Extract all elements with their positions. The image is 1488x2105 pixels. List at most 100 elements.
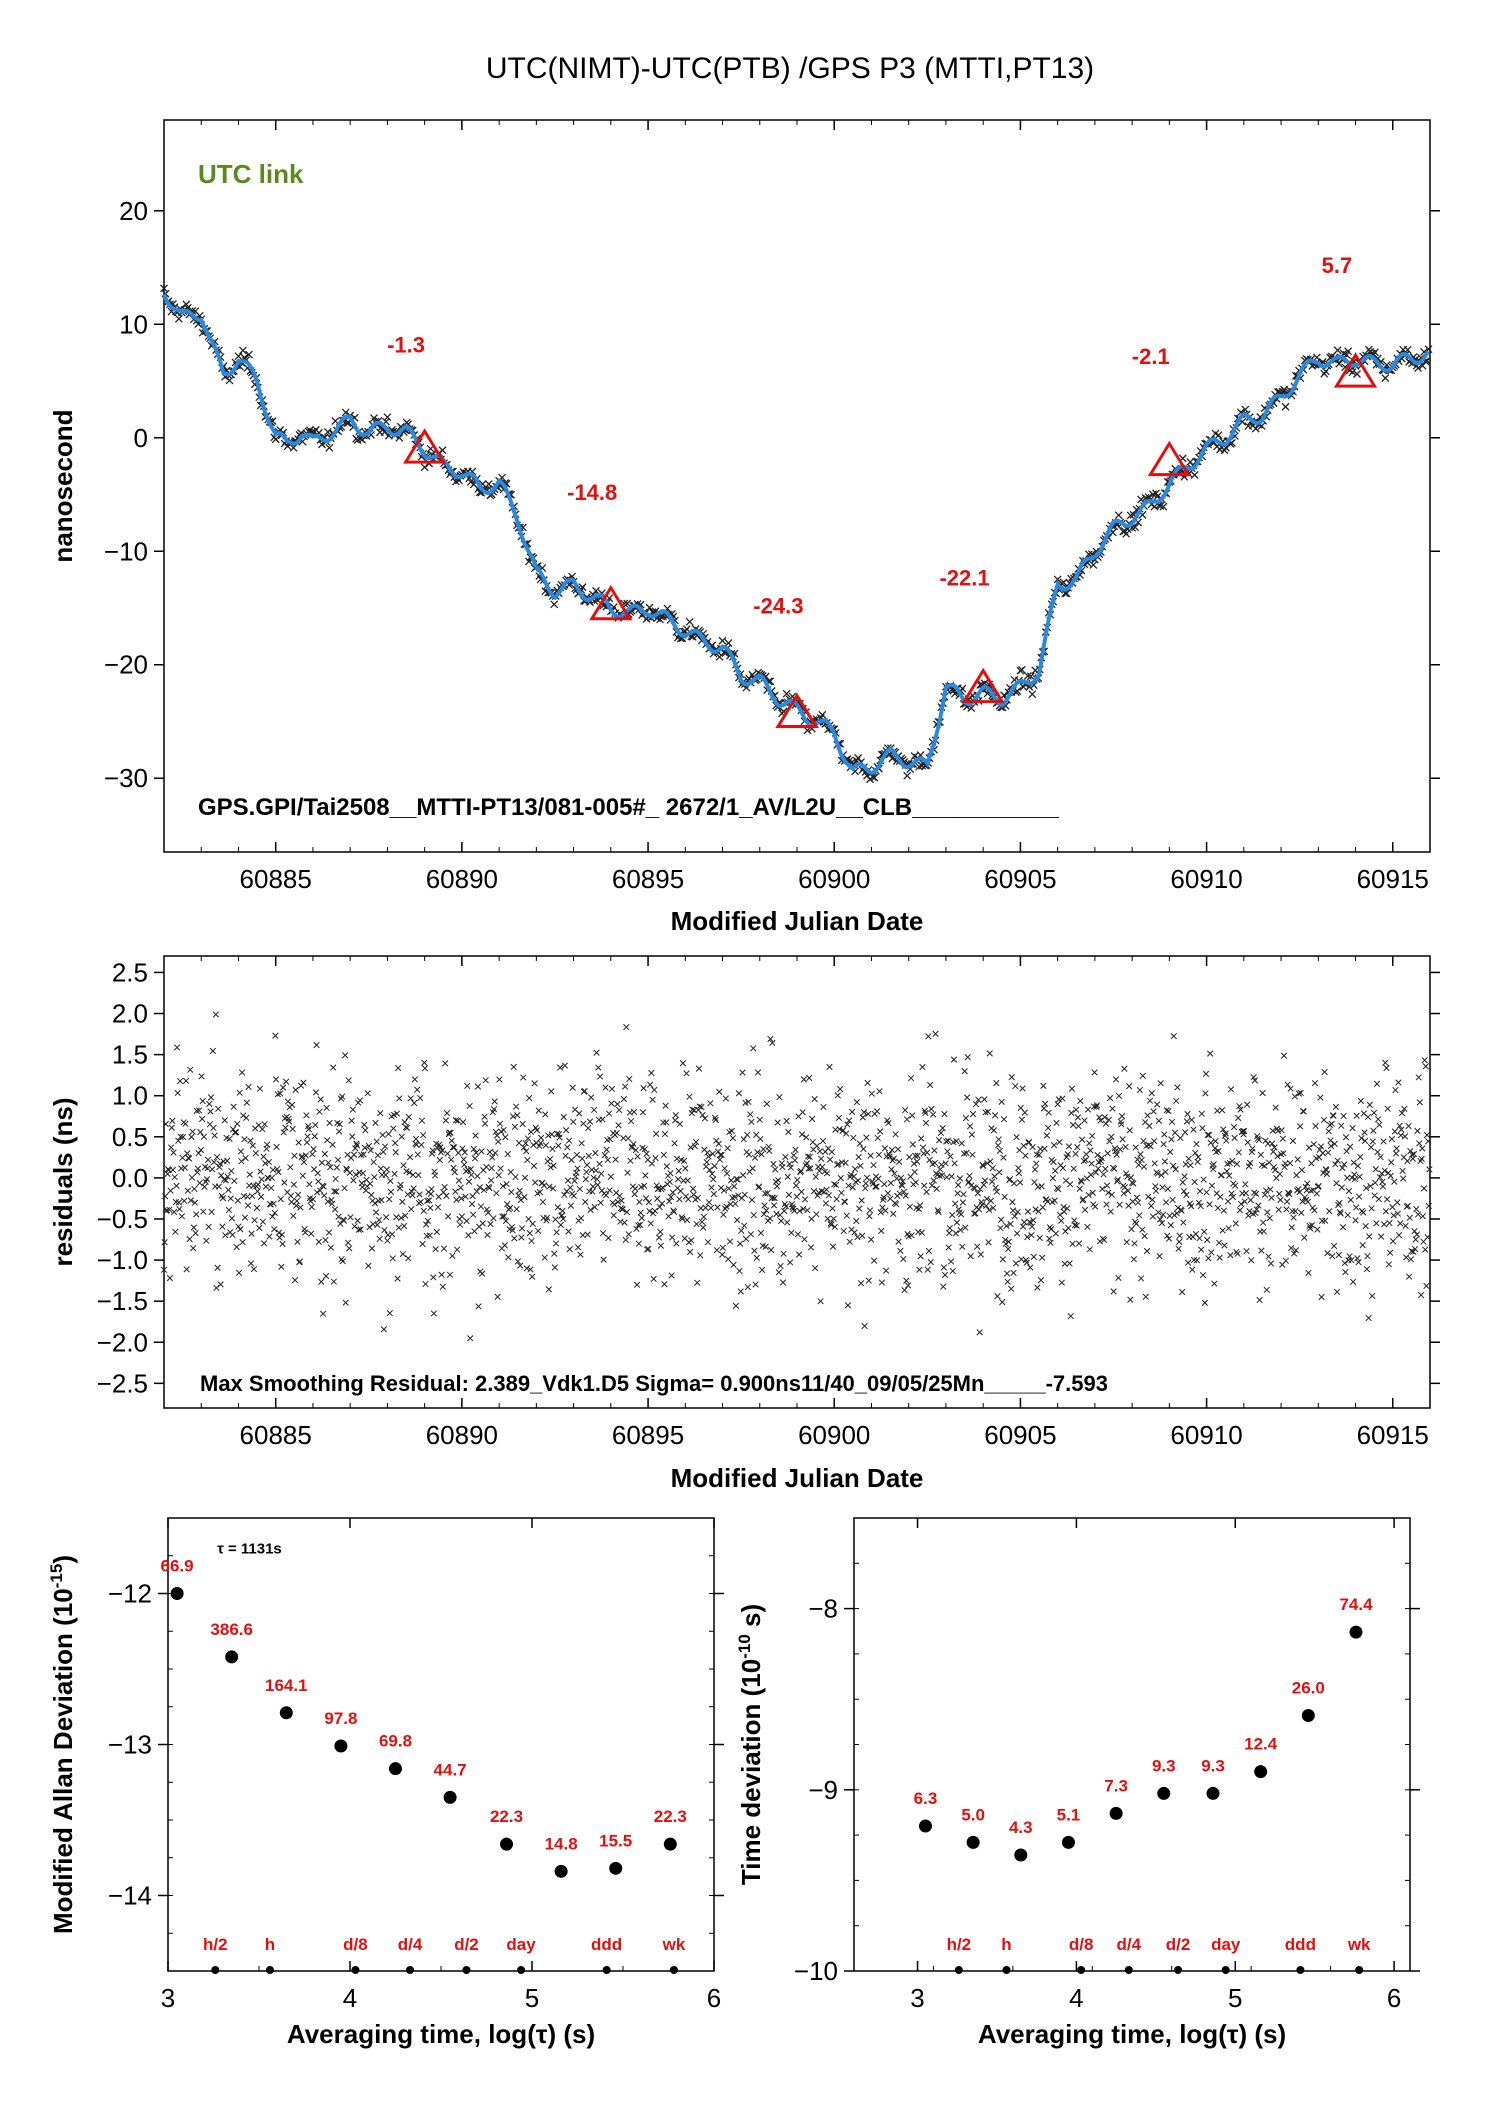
residual-point: [459, 1119, 467, 1126]
residual-point: [1066, 1260, 1073, 1267]
residual-point: [720, 1187, 728, 1194]
residual-point: [1261, 1191, 1269, 1198]
residual-point: [288, 1101, 296, 1109]
residual-point: [371, 1173, 378, 1181]
y-tick-label: −1.0: [97, 1245, 148, 1275]
residual-point: [420, 1131, 427, 1139]
residual-point: [453, 1246, 461, 1253]
y-axis-label: nanosecond: [48, 409, 78, 562]
residual-point: [277, 1195, 284, 1203]
residual-point: [1028, 1231, 1035, 1239]
residual-point: [680, 1157, 688, 1164]
residual-point: [1058, 1279, 1065, 1286]
residual-point: [294, 1191, 302, 1198]
residual-point: [244, 1202, 252, 1209]
residual-point: [1011, 1213, 1018, 1220]
residual-point: [652, 1154, 659, 1162]
residual-point: [400, 1222, 408, 1230]
residual-point: [420, 1207, 427, 1214]
residual-point: [614, 1100, 621, 1108]
residual-point: [902, 1192, 909, 1199]
residual-point: [400, 1162, 407, 1169]
residual-point: [397, 1181, 404, 1188]
residual-point: [320, 1183, 327, 1190]
x-axis-label: Averaging time, log(τ) (s): [978, 2019, 1286, 2049]
residual-point: [987, 1197, 995, 1204]
residual-point: [679, 1215, 686, 1222]
y-tick-label: −1.5: [97, 1286, 148, 1316]
residual-point: [854, 1233, 861, 1241]
residual-point: [1012, 1260, 1020, 1267]
residual-point: [512, 1173, 519, 1181]
residual-point: [1159, 1184, 1166, 1191]
residual-point: [786, 1259, 794, 1266]
residual-point: [699, 1111, 706, 1119]
residual-point: [548, 1131, 555, 1138]
residual-point: [1410, 1248, 1417, 1255]
residual-point: [745, 1151, 753, 1158]
residual-point: [690, 1191, 697, 1198]
residual-point: [162, 1120, 169, 1128]
deviation-point: [1301, 1709, 1315, 1723]
residual-point: [922, 1119, 930, 1127]
x-tick-label: 60890: [426, 1420, 498, 1450]
residual-point: [1252, 1209, 1259, 1217]
residual-point: [608, 1100, 615, 1107]
residual-point: [627, 1157, 634, 1164]
residual-point: [1121, 1065, 1128, 1072]
residual-point: [1388, 1159, 1395, 1166]
residual-point: [948, 1173, 955, 1180]
residual-point: [515, 1139, 523, 1147]
residual-point: [237, 1226, 244, 1233]
residual-point: [1134, 1199, 1142, 1206]
residual-point: [582, 1198, 589, 1206]
residual-point: [187, 1066, 194, 1073]
residual-point: [792, 1182, 800, 1189]
residual-point: [1105, 1116, 1113, 1123]
residual-point: [890, 1210, 897, 1217]
residual-point: [1133, 1220, 1140, 1227]
residual-point: [489, 1154, 496, 1161]
time-marker-dot: [1174, 1966, 1183, 1974]
residual-point: [1097, 1117, 1104, 1124]
residual-point: [769, 1039, 776, 1047]
residual-point: [1300, 1108, 1307, 1115]
residual-point: [571, 1177, 578, 1184]
residual-point: [959, 1199, 967, 1206]
y-tick-label: −10: [104, 536, 148, 566]
residual-point: [586, 1118, 594, 1125]
deviation-point-label: 9.3: [1152, 1756, 1176, 1775]
residual-point: [1424, 1234, 1431, 1241]
residual-point: [520, 1074, 527, 1081]
residual-point: [807, 1244, 815, 1251]
residual-point: [605, 1110, 613, 1117]
residual-point: [1106, 1094, 1114, 1102]
link-identifier-footer: GPS.GPI/Tai2508__MTTI-PT13/081-005#_ 267…: [198, 794, 1060, 821]
residual-point: [1215, 1239, 1223, 1246]
residual-point: [282, 1124, 289, 1131]
residual-point: [1286, 1191, 1293, 1198]
residual-point: [1149, 1196, 1156, 1203]
residual-point: [341, 1052, 349, 1059]
residual-point: [842, 1130, 850, 1137]
residual-point: [862, 1180, 869, 1187]
residual-point: [1004, 1278, 1011, 1285]
residual-point: [642, 1195, 650, 1202]
residual-point: [347, 1214, 354, 1221]
residual-point: [579, 1155, 586, 1162]
residual-point: [725, 1185, 732, 1192]
residual-point: [225, 1186, 232, 1194]
residual-point: [1390, 1212, 1397, 1219]
residual-point: [175, 1137, 182, 1144]
residual-point: [932, 1030, 939, 1037]
residual-point: [1167, 1148, 1174, 1156]
time-marker-dot: [462, 1966, 471, 1974]
data-point: [803, 726, 812, 735]
time-marker-dot: [211, 1966, 220, 1974]
residual-point: [1137, 1275, 1145, 1282]
residual-point: [1165, 1107, 1172, 1115]
residual-point: [716, 1088, 723, 1095]
residual-point: [817, 1298, 824, 1305]
residual-point: [487, 1220, 494, 1228]
residual-point: [751, 1154, 759, 1161]
